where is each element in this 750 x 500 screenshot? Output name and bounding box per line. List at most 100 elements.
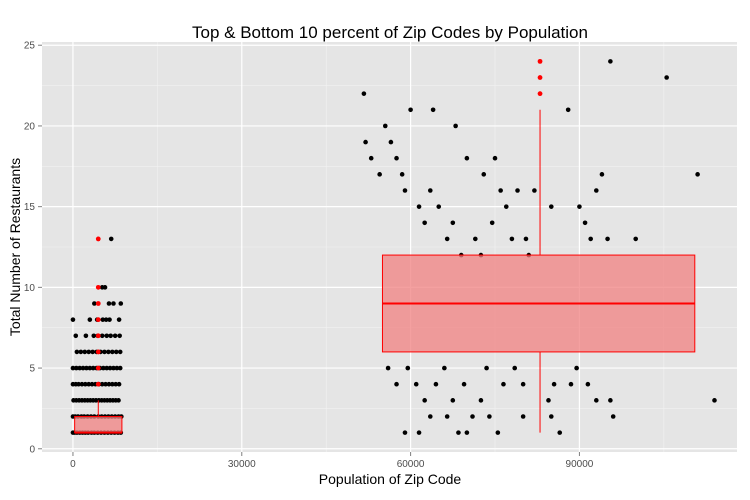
data-point bbox=[464, 430, 470, 435]
y-tick-label: 0 bbox=[29, 444, 35, 455]
data-point bbox=[74, 365, 79, 371]
data-point bbox=[585, 381, 591, 387]
data-point bbox=[473, 236, 478, 242]
data-point bbox=[102, 349, 107, 355]
data-point bbox=[385, 365, 391, 371]
data-point bbox=[605, 236, 610, 242]
data-point bbox=[565, 107, 571, 113]
data-point bbox=[83, 333, 89, 339]
data-point bbox=[416, 430, 422, 435]
data-point bbox=[427, 188, 433, 193]
data-point bbox=[110, 349, 115, 355]
data-point bbox=[361, 91, 367, 96]
data-point bbox=[117, 333, 122, 339]
boxplot-outliers bbox=[95, 58, 543, 387]
data-point bbox=[117, 349, 123, 355]
data-point bbox=[610, 414, 616, 419]
data-point bbox=[86, 381, 92, 387]
data-point bbox=[111, 301, 116, 306]
y-tick-label: 20 bbox=[24, 121, 36, 132]
data-point bbox=[107, 365, 113, 371]
data-point bbox=[523, 236, 529, 242]
data-point bbox=[74, 349, 80, 355]
boxplot-outlier bbox=[95, 301, 101, 306]
data-point bbox=[444, 414, 450, 419]
x-tick-label: 0 bbox=[70, 459, 76, 470]
data-point bbox=[548, 204, 554, 209]
data-point bbox=[73, 333, 79, 339]
data-point bbox=[664, 75, 669, 80]
data-point bbox=[520, 381, 526, 387]
data-point bbox=[79, 381, 85, 387]
boxplot-outlier bbox=[95, 365, 101, 371]
data-point bbox=[108, 333, 113, 339]
data-point bbox=[487, 414, 492, 419]
data-point bbox=[557, 430, 563, 435]
data-point bbox=[382, 123, 388, 129]
data-point bbox=[103, 381, 108, 387]
data-point bbox=[113, 349, 119, 355]
data-point bbox=[501, 381, 506, 387]
x-axis-ticks: 0 30000 60000 90000 bbox=[70, 452, 594, 470]
data-point bbox=[430, 107, 436, 113]
data-point bbox=[512, 365, 518, 371]
data-point bbox=[111, 365, 116, 371]
boxplot-outlier bbox=[95, 381, 101, 387]
boxplot-outlier bbox=[537, 75, 543, 80]
y-axis-ticks: 0 5 10 15 20 25 bbox=[24, 41, 42, 455]
data-point bbox=[377, 172, 382, 177]
data-point bbox=[461, 381, 467, 387]
data-point bbox=[84, 365, 89, 371]
data-point bbox=[83, 381, 88, 387]
data-point bbox=[413, 381, 419, 387]
chart-title: Top & Bottom 10 percent of Zip Codes by … bbox=[192, 23, 588, 42]
data-point bbox=[464, 155, 470, 161]
data-point bbox=[444, 236, 450, 242]
data-point bbox=[116, 398, 121, 403]
data-point bbox=[114, 365, 120, 371]
data-point bbox=[92, 301, 97, 306]
y-tick-label: 25 bbox=[24, 41, 36, 52]
data-point bbox=[436, 204, 442, 209]
data-point bbox=[498, 188, 503, 193]
data-point bbox=[103, 317, 109, 322]
x-axis-title: Population of Zip Code bbox=[319, 471, 462, 487]
data-point bbox=[470, 414, 475, 419]
data-point bbox=[608, 59, 613, 64]
data-point bbox=[568, 381, 574, 387]
boxplot-outlier bbox=[95, 236, 101, 242]
data-point bbox=[90, 365, 96, 371]
data-point bbox=[101, 365, 106, 371]
data-point bbox=[408, 107, 413, 113]
data-point bbox=[577, 204, 582, 209]
data-point bbox=[118, 301, 124, 306]
data-point bbox=[90, 349, 95, 355]
data-point bbox=[495, 430, 501, 435]
data-point bbox=[87, 365, 93, 371]
y-axis-title: Total Number of Restaurants bbox=[7, 158, 23, 336]
boxplot-outlier bbox=[95, 284, 101, 290]
data-point bbox=[594, 188, 599, 193]
data-point bbox=[70, 365, 76, 371]
data-point bbox=[76, 381, 81, 387]
data-point bbox=[104, 365, 110, 371]
data-point bbox=[116, 317, 122, 322]
data-point bbox=[78, 349, 84, 355]
data-point bbox=[548, 414, 554, 419]
data-point bbox=[551, 381, 557, 387]
boxplot-outlier bbox=[95, 317, 101, 323]
data-point bbox=[82, 349, 88, 355]
data-point bbox=[422, 220, 427, 226]
data-point bbox=[106, 349, 111, 355]
boxplots bbox=[74, 109, 696, 434]
data-point bbox=[588, 236, 593, 242]
data-point bbox=[368, 155, 374, 161]
data-point bbox=[422, 398, 427, 403]
data-point bbox=[453, 123, 458, 129]
minor-gridlines bbox=[42, 42, 737, 452]
data-point bbox=[99, 381, 105, 387]
data-point bbox=[405, 365, 411, 371]
data-point bbox=[478, 398, 484, 403]
data-point bbox=[484, 365, 489, 371]
